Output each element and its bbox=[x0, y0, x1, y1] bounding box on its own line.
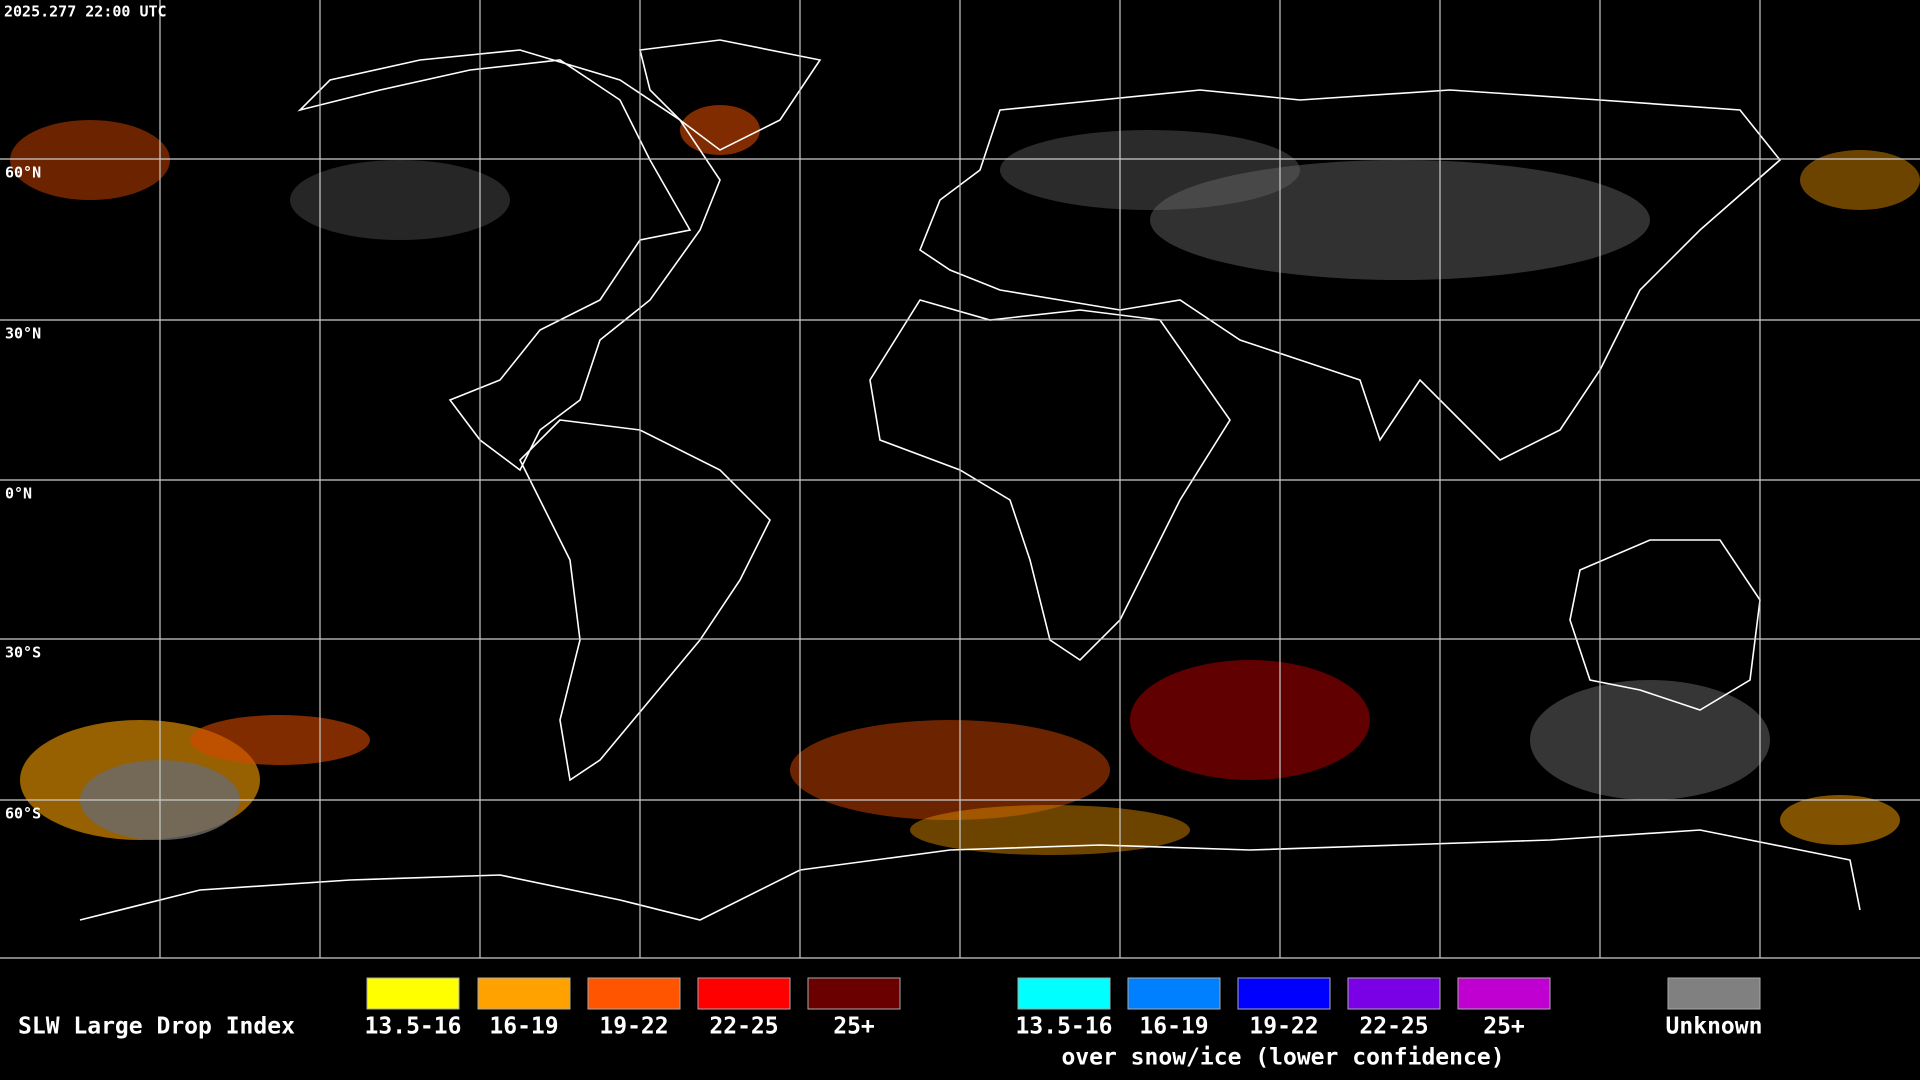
legend-label: 25+ bbox=[1483, 1014, 1525, 1040]
legend-label: 16-19 bbox=[1139, 1014, 1208, 1040]
latitude-label: 0°N bbox=[5, 485, 32, 503]
legend-label: 16-19 bbox=[489, 1014, 558, 1040]
legend-label: 13.5-16 bbox=[1016, 1014, 1113, 1040]
legend-swatch bbox=[477, 977, 571, 1010]
legend-label: 25+ bbox=[833, 1014, 875, 1040]
legend-swatch bbox=[1347, 977, 1441, 1010]
latitude-label: 60°S bbox=[5, 805, 41, 823]
legend: SLW Large Drop Index over snow/ice (lowe… bbox=[18, 977, 1763, 1071]
legend-swatch bbox=[1127, 977, 1221, 1010]
latitude-label: 30°S bbox=[5, 644, 41, 662]
timestamp: 2025.277 22:00 UTC bbox=[4, 3, 167, 21]
legend-swatch bbox=[1017, 977, 1111, 1010]
legend-swatch bbox=[366, 977, 460, 1010]
latitude-labels: 60°N 30°N 0°N 30°S 60°S bbox=[5, 164, 41, 823]
legend-label: 13.5-16 bbox=[365, 1014, 462, 1040]
legend-swatch bbox=[697, 977, 791, 1010]
snow-note: over snow/ice (lower confidence) bbox=[1061, 1045, 1504, 1071]
legend-swatch bbox=[587, 977, 681, 1010]
legend-title: SLW Large Drop Index bbox=[18, 1014, 295, 1040]
legend-label: Unknown bbox=[1666, 1014, 1763, 1040]
legend-swatch bbox=[1237, 977, 1331, 1010]
cloud-field bbox=[10, 105, 1920, 855]
legend-label: 22-25 bbox=[1359, 1014, 1428, 1040]
legend-label: 19-22 bbox=[599, 1014, 668, 1040]
latitude-label: 60°N bbox=[5, 164, 41, 182]
legend-swatch bbox=[1667, 977, 1761, 1010]
legend-label: 22-25 bbox=[709, 1014, 778, 1040]
legend-label: 19-22 bbox=[1249, 1014, 1318, 1040]
legend-swatch bbox=[1457, 977, 1551, 1010]
legend-swatch bbox=[807, 977, 901, 1010]
latitude-label: 30°N bbox=[5, 325, 41, 343]
lat-lon-grid bbox=[0, 0, 1920, 959]
